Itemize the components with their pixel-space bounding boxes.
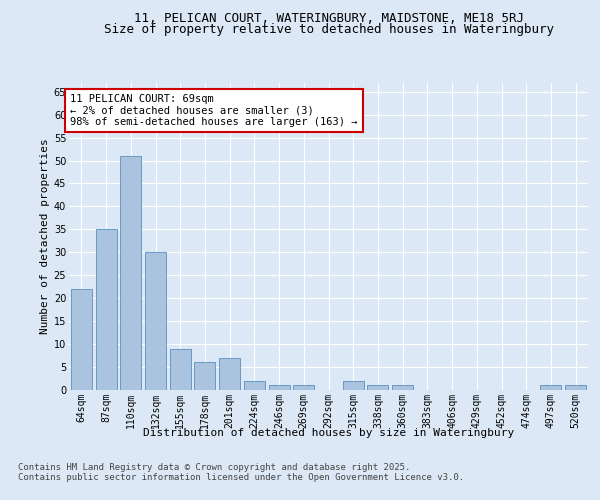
Bar — [392, 386, 413, 390]
Bar — [367, 386, 388, 390]
Bar — [95, 230, 116, 390]
Text: Size of property relative to detached houses in Wateringbury: Size of property relative to detached ho… — [104, 24, 554, 36]
Bar — [170, 348, 191, 390]
Bar — [269, 386, 290, 390]
Bar — [145, 252, 166, 390]
Bar — [71, 289, 92, 390]
Y-axis label: Number of detached properties: Number of detached properties — [40, 138, 50, 334]
Bar — [343, 381, 364, 390]
Bar — [293, 386, 314, 390]
Bar — [219, 358, 240, 390]
Text: 11, PELICAN COURT, WATERINGBURY, MAIDSTONE, ME18 5RJ: 11, PELICAN COURT, WATERINGBURY, MAIDSTO… — [134, 12, 524, 26]
Bar — [194, 362, 215, 390]
Text: 11 PELICAN COURT: 69sqm
← 2% of detached houses are smaller (3)
98% of semi-deta: 11 PELICAN COURT: 69sqm ← 2% of detached… — [70, 94, 358, 127]
Text: Contains HM Land Registry data © Crown copyright and database right 2025.
Contai: Contains HM Land Registry data © Crown c… — [18, 462, 464, 482]
Bar — [120, 156, 141, 390]
Text: Distribution of detached houses by size in Wateringbury: Distribution of detached houses by size … — [143, 428, 514, 438]
Bar — [541, 386, 562, 390]
Bar — [244, 381, 265, 390]
Bar — [565, 386, 586, 390]
